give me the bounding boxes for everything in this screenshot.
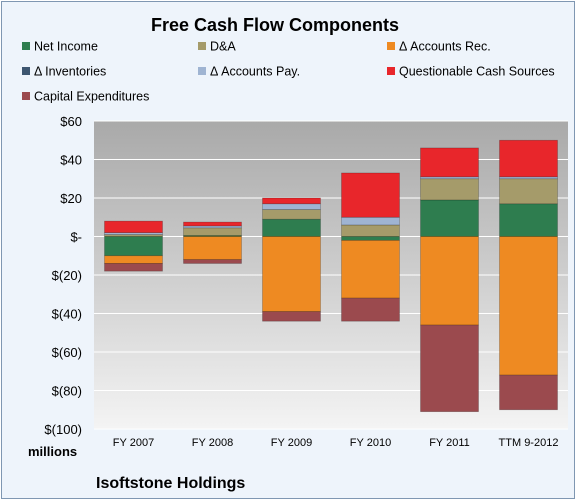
- x-axis: FY 2007 FY 2008 FY 2009 FY 2010 FY 2011 TTM 9…: [113, 437, 559, 449]
- bar-segment: [341, 297, 400, 322]
- legend-swatch: [387, 42, 395, 50]
- bar-segment: [262, 218, 321, 237]
- bar-segment: [499, 139, 558, 178]
- bar-segment: [183, 236, 242, 260]
- y-tick-label: $40: [60, 153, 82, 168]
- y-tick-label: $(100): [44, 422, 82, 437]
- bar-segment: [499, 374, 558, 411]
- legend-label: Δ Accounts Rec.: [399, 40, 491, 54]
- bar-segment: [262, 311, 321, 322]
- y-tick-label: $20: [60, 191, 82, 206]
- bar-segment: [104, 236, 163, 257]
- y-tick-label: $-: [70, 230, 82, 245]
- bar-segment: [183, 259, 242, 264]
- bar-segment: [104, 220, 163, 234]
- legend-swatch: [22, 67, 30, 75]
- legend: Net Income D&A Δ Accounts Rec. Δ Inventorie…: [22, 40, 555, 104]
- legend-label: Capital Expenditures: [34, 90, 149, 104]
- bar-segment: [104, 263, 163, 272]
- legend-label: Questionable Cash Sources: [399, 65, 555, 79]
- bar-segment: [341, 240, 400, 299]
- bar-segment: [341, 236, 400, 241]
- unit-label: millions: [28, 444, 77, 459]
- bar-segment: [262, 236, 321, 312]
- x-tick-label: FY 2007: [113, 437, 154, 449]
- y-tick-label: $(60): [52, 345, 82, 360]
- chart-title: Free Cash Flow Components: [151, 15, 399, 35]
- bars: [104, 139, 558, 413]
- bar-segment: [499, 178, 558, 205]
- bar-segment: [420, 178, 479, 201]
- x-tick-label: FY 2009: [271, 437, 312, 449]
- bar-segment: [420, 324, 479, 413]
- legend-swatch: [387, 67, 395, 75]
- x-tick-label: FY 2010: [350, 437, 391, 449]
- legend-label: Δ Inventories: [34, 65, 106, 79]
- gridlines: [94, 120, 568, 430]
- bar-segment: [499, 203, 558, 237]
- legend-swatch: [22, 92, 30, 100]
- x-tick-label: FY 2011: [429, 437, 470, 449]
- bar-segment: [499, 236, 558, 376]
- bar-segment: [262, 197, 321, 205]
- y-tick-label: $(20): [52, 268, 82, 283]
- bar-segment: [262, 209, 321, 220]
- bar-segment: [341, 224, 400, 237]
- bar-segment: [262, 203, 321, 210]
- bar-segment: [420, 147, 479, 178]
- bar-segment: [183, 227, 242, 236]
- bar-segment: [420, 236, 479, 326]
- x-tick-label: FY 2008: [192, 437, 233, 449]
- x-tick-label: TTM 9-2012: [499, 437, 559, 449]
- company-name: Isoftstone Holdings: [96, 475, 245, 492]
- bar-segment: [420, 199, 479, 237]
- legend-label: Δ Accounts Pay.: [210, 65, 300, 79]
- legend-swatch: [22, 42, 30, 50]
- legend-swatch: [198, 67, 206, 75]
- bar-segment: [104, 255, 163, 264]
- legend-label: Net Income: [34, 40, 98, 54]
- bar-segment: [341, 216, 400, 226]
- bar-segment: [341, 172, 400, 218]
- y-axis: $60 $40 $20 $- $(20) $(40) $(60) $(80) $(100): [44, 114, 82, 437]
- y-tick-label: $60: [60, 114, 82, 129]
- y-tick-label: $(80): [52, 384, 82, 399]
- y-tick-label: $(40): [52, 307, 82, 322]
- bar-segment: [183, 221, 242, 227]
- legend-label: D&A: [210, 40, 236, 54]
- legend-swatch: [198, 42, 206, 50]
